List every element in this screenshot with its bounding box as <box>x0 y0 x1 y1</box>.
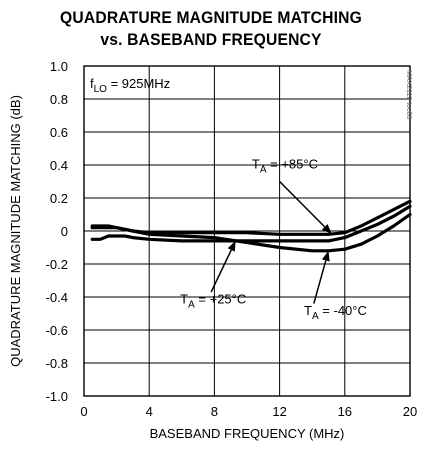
annotation-arrowhead <box>321 224 332 234</box>
annotation-arrowhead <box>227 240 236 252</box>
x-axis-label: BASEBAND FREQUENCY (MHz) <box>150 426 345 441</box>
x-tick-label: 4 <box>146 404 153 419</box>
x-tick-label: 8 <box>211 404 218 419</box>
x-tick-labels: 0 4 8 12 16 20 <box>80 404 417 419</box>
figure-code: MAX2112 toc08 <box>405 70 412 119</box>
y-tick-label: -0.4 <box>46 290 68 305</box>
series-annotation-label: TA = +85°C <box>252 156 318 175</box>
y-tick-label: 0 <box>61 224 68 239</box>
chart-subtitle: vs. BASEBAND FREQUENCY <box>100 30 322 49</box>
data-lines <box>90 199 412 253</box>
y-tick-label: -0.2 <box>46 257 68 272</box>
annotation-arrowhead <box>321 250 330 262</box>
y-tick-labels: 1.0 0.8 0.6 0.4 0.2 0 -0.2 -0.4 -0.6 -0.8 -1.0 <box>46 59 68 404</box>
y-tick-label: 0.8 <box>50 92 68 107</box>
x-tick-label: 16 <box>338 404 352 419</box>
chart-title: QUADRATURE MAGNITUDE MATCHING <box>60 8 362 27</box>
annotation-arrow-line <box>279 180 326 228</box>
annotation-arrow-line <box>313 260 327 304</box>
y-tick-label: -0.6 <box>46 323 68 338</box>
annotation-arrow-line <box>210 249 232 293</box>
series-annotation-label: TA = -40°C <box>304 303 367 322</box>
y-tick-label: -1.0 <box>46 389 68 404</box>
grid-lines <box>84 66 410 396</box>
x-tick-label: 20 <box>403 404 417 419</box>
y-tick-label: 0.6 <box>50 125 68 140</box>
plot-frame <box>83 65 411 397</box>
y-axis-label: QUADRATURE MAGNITUDE MATCHING (dB) <box>8 95 23 367</box>
series-annotation-label: TA = +25°C <box>180 292 246 311</box>
annotation-labels: TA = +85°C TA = +25°C TA = -40°C <box>180 156 367 322</box>
series-line-3 <box>90 212 412 253</box>
x-tick-label: 0 <box>80 404 87 419</box>
annotation-arrows <box>210 180 332 304</box>
condition-label: fLO = 925MHz <box>90 76 170 95</box>
y-tick-label: 0.4 <box>50 158 68 173</box>
y-tick-label: -0.8 <box>46 356 68 371</box>
y-tick-label: 1.0 <box>50 59 68 74</box>
y-tick-label: 0.2 <box>50 191 68 206</box>
x-tick-label: 12 <box>272 404 286 419</box>
